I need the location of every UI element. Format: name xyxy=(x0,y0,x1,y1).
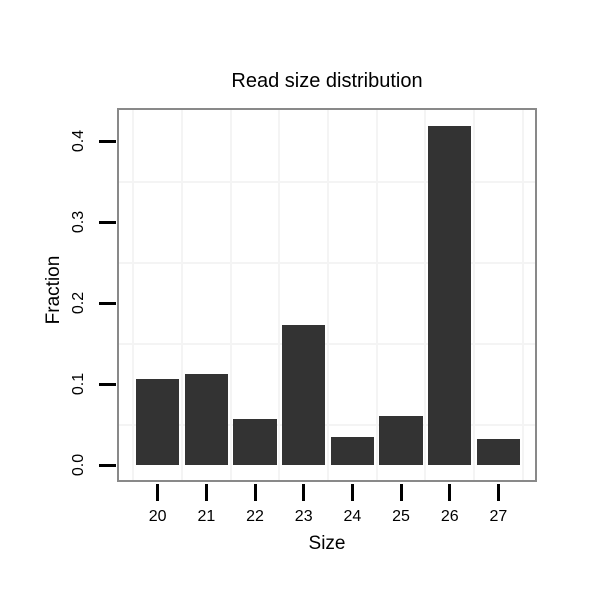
bar xyxy=(184,374,229,465)
y-tick-label: 0.3 xyxy=(70,211,87,234)
grid-line-horizontal xyxy=(117,180,537,183)
bar xyxy=(233,418,277,465)
grid-line-vertical xyxy=(375,108,378,482)
grid-line-horizontal xyxy=(117,423,537,426)
y-tick-mark xyxy=(99,139,116,143)
grid-line-vertical xyxy=(132,108,135,482)
x-axis-label: Size xyxy=(308,533,346,554)
x-tick-mark xyxy=(448,484,452,501)
grid-line-vertical xyxy=(181,108,184,482)
x-tick-label: 27 xyxy=(489,508,508,525)
y-tick-mark xyxy=(99,463,116,467)
x-tick-mark xyxy=(350,484,354,501)
x-tick-label: 24 xyxy=(343,508,362,525)
y-tick-mark xyxy=(99,301,116,305)
grid-line-vertical xyxy=(424,108,427,482)
x-tick-label: 23 xyxy=(294,508,313,525)
bar xyxy=(281,324,326,465)
x-tick-mark xyxy=(399,484,403,501)
grid-line-horizontal xyxy=(117,342,537,345)
x-tick-label: 22 xyxy=(246,508,264,525)
y-tick-label: 0.0 xyxy=(70,453,87,477)
grid-line-vertical xyxy=(327,108,330,482)
x-tick-mark xyxy=(204,484,208,501)
grid-line-vertical xyxy=(229,108,232,482)
grid-line-horizontal xyxy=(117,261,537,264)
x-tick-label: 20 xyxy=(148,508,167,525)
y-tick-mark xyxy=(99,220,116,224)
x-tick-mark xyxy=(496,484,500,501)
y-axis-label: Fraction xyxy=(43,255,64,325)
y-tick-label: 0.4 xyxy=(70,130,87,153)
plot-panel xyxy=(117,108,537,482)
x-tick-mark xyxy=(253,484,257,501)
bar xyxy=(379,416,423,465)
y-tick-mark xyxy=(99,382,116,386)
x-tick-label: 25 xyxy=(392,508,410,525)
bar xyxy=(476,439,521,465)
x-tick-label: 26 xyxy=(440,508,459,525)
x-tick-mark xyxy=(156,484,160,501)
bar xyxy=(427,125,472,465)
grid-line-vertical xyxy=(278,108,281,482)
grid-line-vertical xyxy=(473,108,476,482)
grid-line-vertical xyxy=(521,108,524,482)
chart-title: Read size distribution xyxy=(231,70,423,92)
bar xyxy=(330,436,375,465)
bar xyxy=(135,379,180,465)
x-tick-mark xyxy=(302,484,306,501)
y-tick-label: 0.2 xyxy=(70,291,87,315)
y-tick-label: 0.1 xyxy=(70,372,87,396)
x-tick-label: 21 xyxy=(197,508,216,525)
